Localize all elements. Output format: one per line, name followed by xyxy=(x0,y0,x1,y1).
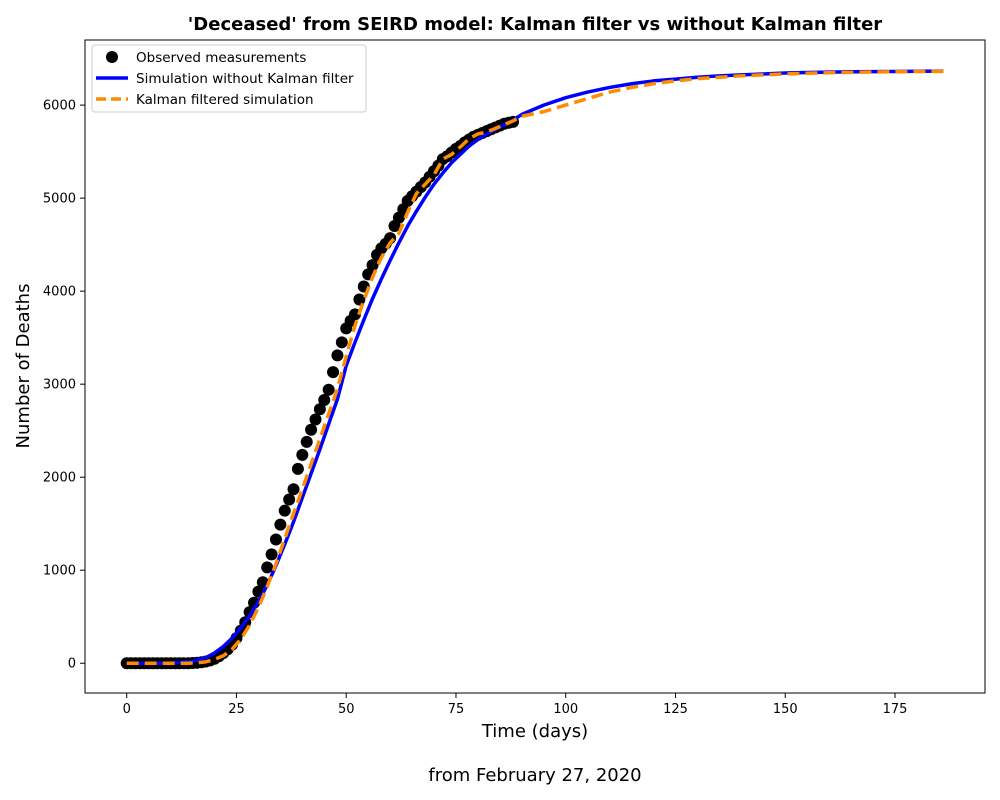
observed-point xyxy=(274,518,287,531)
observed-point xyxy=(291,462,304,475)
legend-label-kalman: Kalman filtered simulation xyxy=(136,92,314,108)
y-tick-label: 1000 xyxy=(43,564,76,579)
x-tick-label: 175 xyxy=(883,702,908,717)
x-tick-label: 50 xyxy=(338,702,355,717)
legend-marker-observed xyxy=(106,51,118,63)
observed-point xyxy=(300,435,313,448)
series-layer xyxy=(120,69,944,670)
x-tick-label: 0 xyxy=(123,702,131,717)
legend-box xyxy=(91,44,367,113)
legend-label-observed: Observed measurements xyxy=(136,50,306,66)
observed-point xyxy=(366,259,379,272)
observed-point xyxy=(313,403,326,416)
observed-point xyxy=(309,413,322,426)
observed-point xyxy=(265,548,278,561)
observed-point xyxy=(331,349,344,362)
date-caption: from February 27, 2020 xyxy=(428,765,641,786)
y-tick-label: 0 xyxy=(68,657,76,672)
observed-point xyxy=(283,493,296,506)
y-tick-label: 6000 xyxy=(43,99,76,114)
x-tick-label: 150 xyxy=(773,702,798,717)
observed-point xyxy=(318,393,331,406)
kalman-line xyxy=(126,69,944,665)
observed-point xyxy=(349,308,361,321)
plot-area: 0 25 50 75 100 125 150 175 0 1000 2000 3000 4000 500… xyxy=(43,39,986,717)
y-tick-label: 5000 xyxy=(43,192,76,207)
x-tick-label: 25 xyxy=(228,702,245,717)
observed-point xyxy=(305,423,318,436)
observed-point xyxy=(296,448,309,461)
observed-point xyxy=(322,383,335,396)
observed-point xyxy=(269,533,282,546)
y-axis-label: Number of Deaths xyxy=(13,284,34,449)
y-tick-label: 4000 xyxy=(43,285,76,300)
observed-point xyxy=(287,483,300,496)
x-axis-label: Time (days) xyxy=(481,721,588,742)
x-tick-label: 100 xyxy=(553,702,578,717)
y-tick-label: 2000 xyxy=(43,471,76,486)
observed-point xyxy=(261,561,274,574)
observed-point xyxy=(327,366,340,379)
observed-point xyxy=(335,336,348,349)
observed-point xyxy=(353,293,366,306)
observed-point xyxy=(278,504,291,517)
x-tick-label: 75 xyxy=(448,702,465,717)
x-tick-label: 125 xyxy=(663,702,688,717)
legend: Observed measurements Simulation without… xyxy=(91,44,367,113)
x-axis: 0 25 50 75 100 125 150 175 xyxy=(123,693,908,717)
legend-label-simulation: Simulation without Kalman filter xyxy=(136,71,354,87)
y-tick-label: 3000 xyxy=(43,378,76,393)
plot-frame xyxy=(84,39,986,694)
y-axis: 0 1000 2000 3000 4000 5000 6000 xyxy=(43,99,85,672)
chart-title: 'Deceased' from SEIRD model: Kalman filt… xyxy=(188,14,883,35)
